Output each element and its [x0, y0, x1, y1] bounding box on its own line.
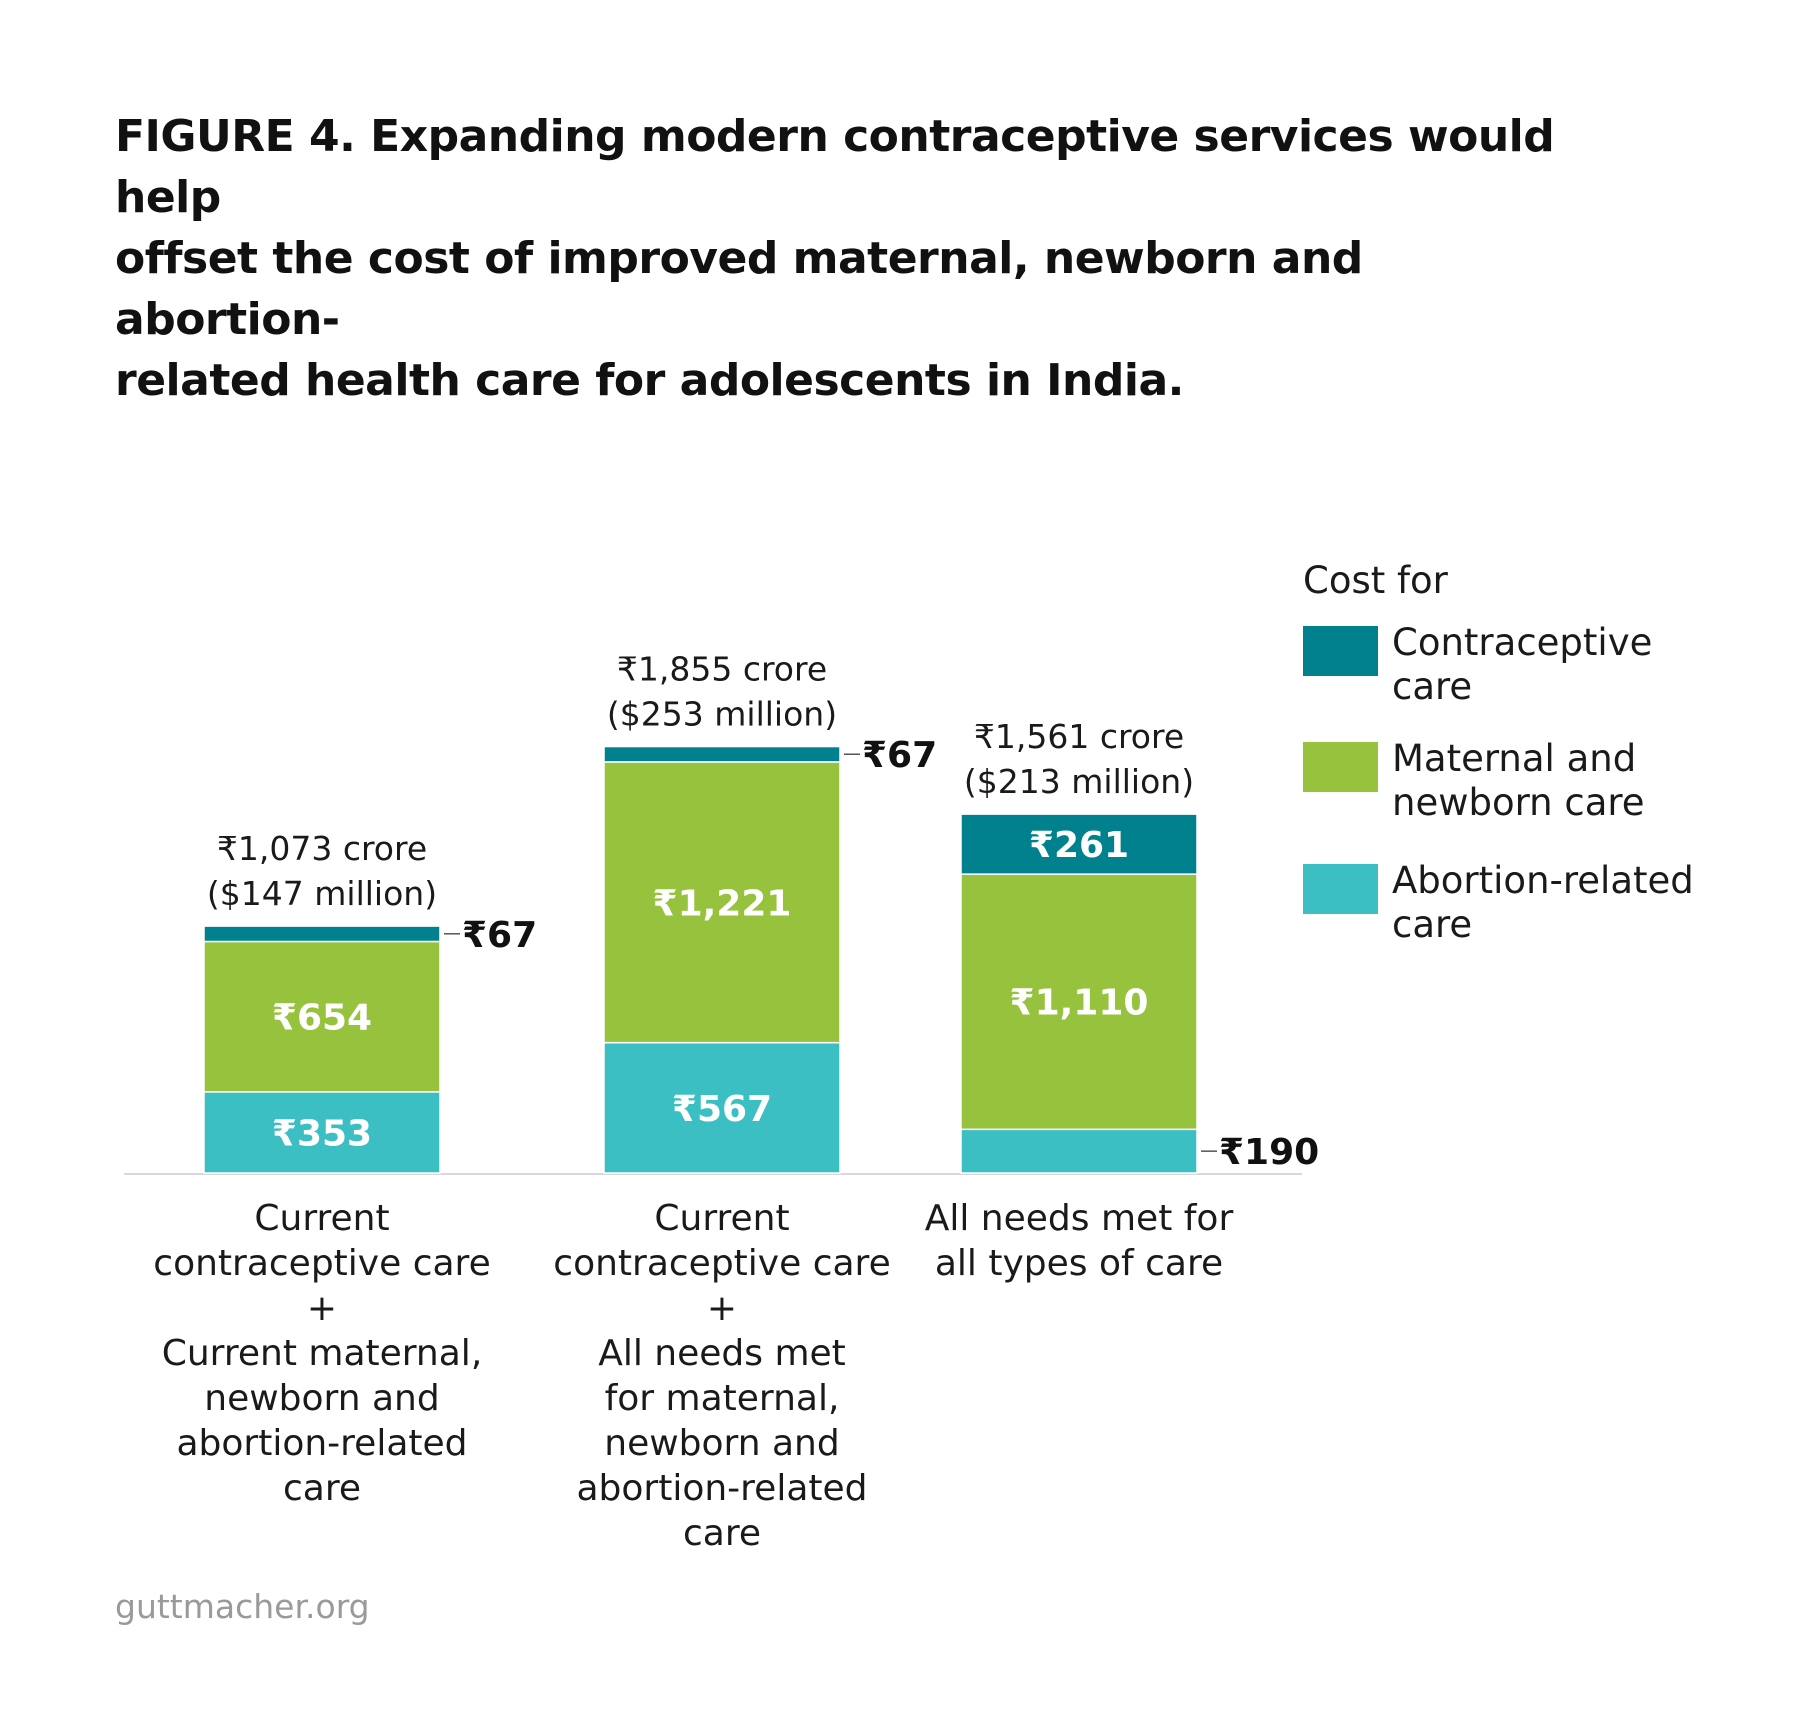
- category-label: newborn and: [204, 1378, 439, 1419]
- figure-title: FIGURE 4. Expanding modern contraceptive…: [115, 106, 1595, 411]
- legend-label: Abortion-related: [1392, 859, 1694, 902]
- segment-value-label: ₹567: [672, 1089, 772, 1130]
- segment-value-label: ₹190: [1219, 1132, 1319, 1173]
- category-label: abortion-related: [176, 1423, 467, 1464]
- legend-label: care: [1392, 903, 1472, 946]
- category-label: All needs met for: [925, 1198, 1234, 1239]
- category-label: contraceptive care: [553, 1243, 890, 1284]
- legend-swatch: [1303, 626, 1378, 676]
- abortion-segment: [203, 1091, 441, 1174]
- abortion-segment: [960, 1128, 1198, 1174]
- legend-label: Contraceptive: [1392, 621, 1652, 664]
- category-label: contraceptive care: [153, 1243, 490, 1284]
- maternal-segment: [603, 761, 841, 1044]
- maternal-segment: [960, 873, 1198, 1131]
- segment-value-label: ₹1,221: [653, 883, 792, 924]
- category-label: Current maternal,: [162, 1333, 483, 1374]
- segment-value-label: ₹353: [272, 1113, 372, 1154]
- total-label: ($213 million): [964, 762, 1194, 801]
- labels-layer: ₹353 ₹654 ₹67 ₹1,073 crore ($147 million) Cur…: [153, 650, 1319, 1554]
- maternal-segment: [203, 940, 441, 1093]
- total-label: ₹1,561 crore: [974, 717, 1184, 756]
- category-label: care: [283, 1468, 361, 1509]
- bars-layer: [124, 745, 1302, 1175]
- category-label: +: [307, 1288, 337, 1329]
- title-line: FIGURE 4. Expanding modern contraceptive…: [115, 111, 1555, 223]
- legend-swatch: [1303, 742, 1378, 792]
- category-label: care: [683, 1513, 761, 1554]
- source-credit: guttmacher.org: [115, 1587, 370, 1626]
- abortion-segment: [603, 1041, 841, 1174]
- category-label: for maternal,: [605, 1378, 840, 1419]
- total-label: ₹1,073 crore: [217, 829, 427, 868]
- legend-label: care: [1392, 665, 1472, 708]
- segment-value-label: ₹67: [462, 915, 537, 956]
- total-label: ($147 million): [207, 874, 437, 913]
- contraceptive-segment: [960, 813, 1198, 875]
- legend-swatch: [1303, 864, 1378, 914]
- category-label: +: [707, 1288, 737, 1329]
- contraceptive-segment: [603, 745, 841, 763]
- legend-label: newborn care: [1392, 781, 1645, 824]
- contraceptive-segment: [203, 925, 441, 943]
- category-label: Current: [654, 1198, 789, 1239]
- category-label: newborn and: [604, 1423, 839, 1464]
- legend-title: Cost for: [1303, 559, 1449, 602]
- total-label: ($253 million): [607, 695, 837, 734]
- segment-value-label: ₹261: [1029, 825, 1129, 866]
- legend-label: Maternal and: [1392, 737, 1636, 780]
- title-line: related health care for adolescents in I…: [115, 355, 1184, 406]
- category-label: All needs met: [598, 1333, 846, 1374]
- segment-value-label: ₹654: [272, 998, 372, 1039]
- category-label: Current: [254, 1198, 389, 1239]
- category-label: abortion-related: [576, 1468, 867, 1509]
- segment-value-label: ₹67: [862, 735, 937, 776]
- segment-value-label: ₹1,110: [1010, 983, 1149, 1024]
- category-label: all types of care: [935, 1243, 1223, 1284]
- title-line: offset the cost of improved maternal, ne…: [115, 233, 1363, 345]
- total-label: ₹1,855 crore: [617, 650, 827, 689]
